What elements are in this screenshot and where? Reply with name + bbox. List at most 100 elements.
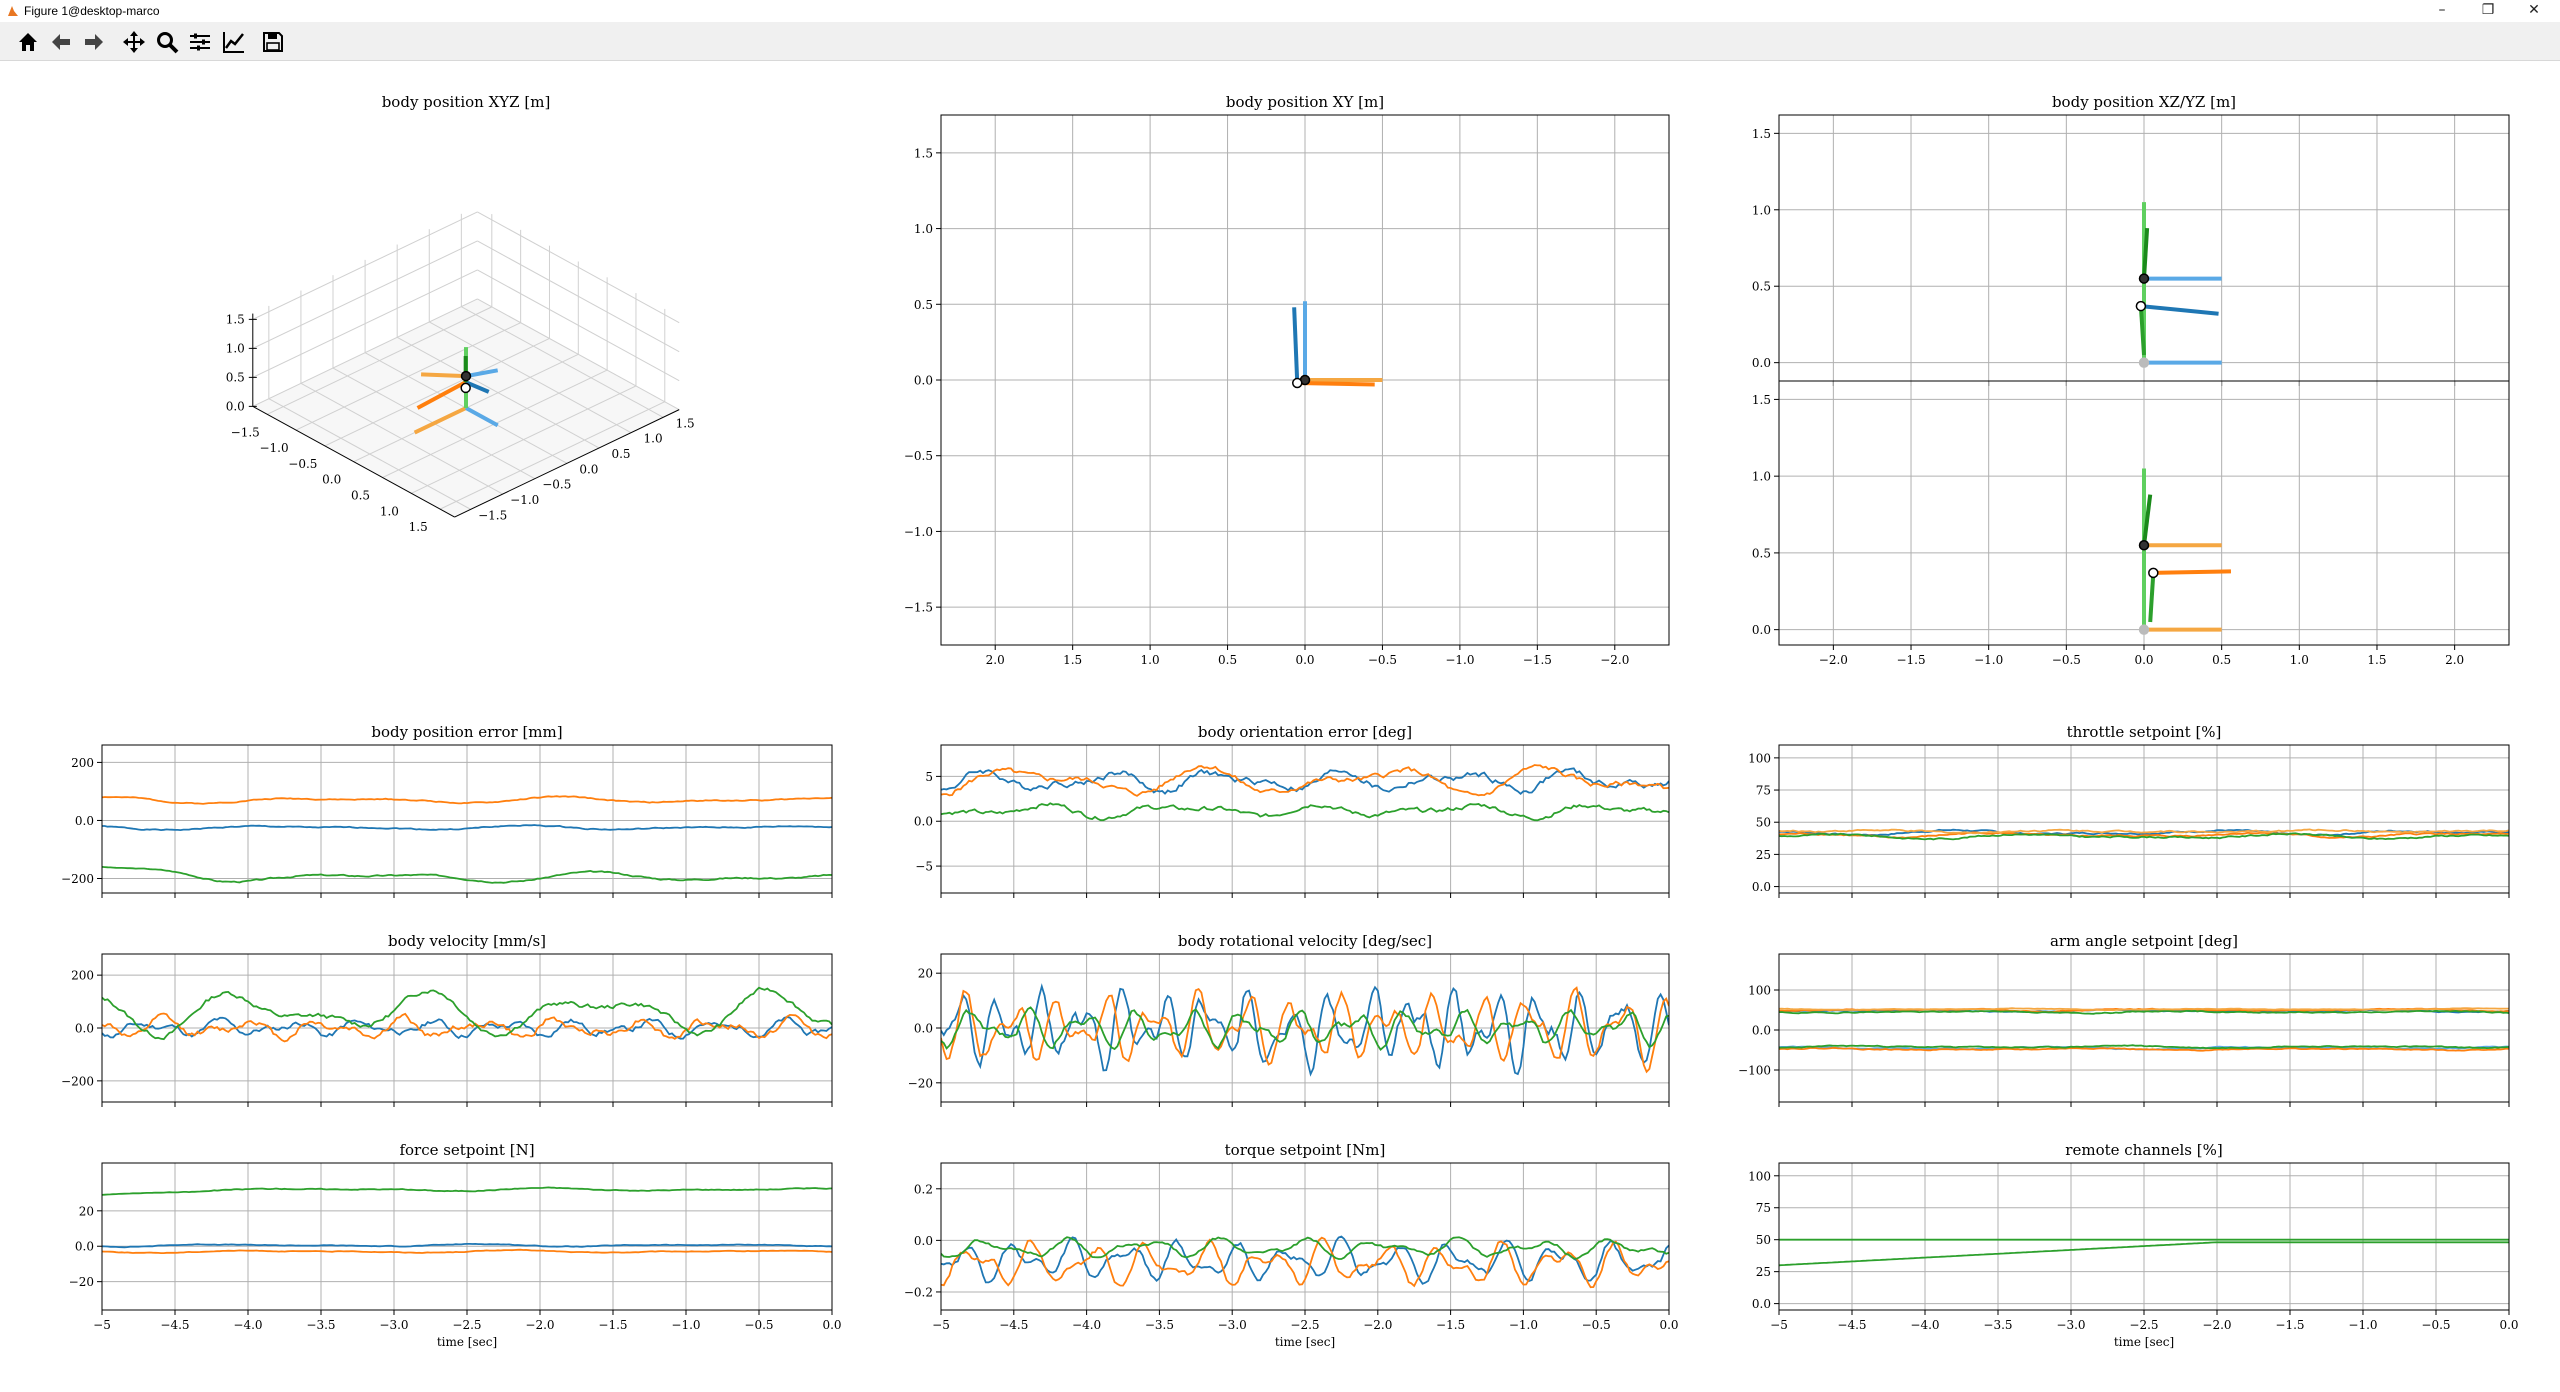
save-icon <box>263 32 283 52</box>
y-tick-label: 0.0 <box>579 462 598 476</box>
edit-axis-button[interactable] <box>220 28 248 56</box>
series-line-green <box>1779 1241 2509 1267</box>
x-tick-label: 0.0 <box>322 473 341 487</box>
x-tick-label: −2.0 <box>2202 1318 2231 1332</box>
grid-line <box>252 298 478 407</box>
series-line-blue <box>941 767 1669 796</box>
y-tick-label: −1.0 <box>904 525 933 539</box>
series-line-light_orange <box>1779 828 2509 835</box>
segment-light_blue <box>465 368 499 379</box>
x-axis-label: time [sec] <box>437 1335 497 1349</box>
series-line-blue <box>102 1242 832 1249</box>
y-tick-label: −1.5 <box>478 508 507 522</box>
segment-blue <box>1292 307 1300 384</box>
series-line-orange <box>941 764 1669 797</box>
y-tick-label: −100 <box>1738 1064 1771 1078</box>
plot-area <box>2135 202 2222 368</box>
x-tick-label: −2.0 <box>1600 653 1629 667</box>
series-line-orange <box>102 1012 832 1043</box>
marker <box>2138 273 2150 284</box>
axes-frame <box>940 1162 1670 1311</box>
chart-title: body position XYZ [m] <box>382 93 551 111</box>
y-tick-label: −1.0 <box>510 493 539 507</box>
y-tick-label: 1.0 <box>914 222 933 236</box>
home-icon <box>19 33 37 51</box>
x-tick-label: −1.5 <box>1436 1318 1465 1332</box>
segment-blue <box>464 380 490 394</box>
x-tick-label: −4.5 <box>1837 1318 1866 1332</box>
plot-area <box>102 1186 832 1254</box>
y-tick-label: 0.0 <box>75 1240 94 1254</box>
y-tick-label: 0.0 <box>1752 356 1771 370</box>
series-line-green <box>1779 832 2509 841</box>
forward-button[interactable] <box>80 28 108 56</box>
marker <box>460 382 471 394</box>
y-tick-label: 200 <box>71 969 94 983</box>
grid-line <box>252 240 478 349</box>
grid-line <box>300 382 503 495</box>
y-tick-label: 0.0 <box>914 374 933 388</box>
x-tick-label: −1.0 <box>1445 653 1474 667</box>
x-tick-label: −1.5 <box>1523 653 1552 667</box>
x-tick-label: 1.0 <box>380 504 399 518</box>
x-axis-label: time [sec] <box>1275 1335 1335 1349</box>
y-tick-label: 0.0 <box>1752 623 1771 637</box>
chart-title: force setpoint [N] <box>399 1141 534 1159</box>
x-tick-label: −1.0 <box>2348 1318 2377 1332</box>
series-line-orange <box>1779 1046 2509 1052</box>
save-button[interactable] <box>259 28 287 56</box>
y-tick-label: 50 <box>1756 816 1771 830</box>
x-tick-label: 2.0 <box>2445 653 2464 667</box>
series-line-green <box>102 1186 832 1196</box>
close-icon[interactable]: ✕ <box>2528 2 2540 18</box>
axes-frame <box>1778 1162 2510 1311</box>
axis-line <box>252 405 455 518</box>
restore-icon[interactable]: ❐ <box>2481 2 2495 18</box>
series-line-green <box>102 866 832 884</box>
y-tick-label: −0.5 <box>904 449 933 463</box>
x-tick-label: −1.5 <box>598 1318 627 1332</box>
pan-icon <box>123 31 145 53</box>
z-tick-label: 0.0 <box>226 399 245 413</box>
chart-force: −20 0.0 20 −5 −4.5 −4.0 −3.5 −3.0 −2.5 −2.0 −1.5 −1… <box>69 1141 842 1349</box>
y-tick-label: 25 <box>1756 848 1771 862</box>
x-tick-label: −4.5 <box>999 1318 1028 1332</box>
configure-subplots-button[interactable] <box>186 28 214 56</box>
plot-area <box>941 764 1669 822</box>
x-axis-label: time [sec] <box>2114 1335 2174 1349</box>
segment-dark_green <box>2142 228 2150 279</box>
y-tick-label: −1.5 <box>904 601 933 615</box>
marker <box>460 370 472 382</box>
x-tick-label: −0.5 <box>1368 653 1397 667</box>
grid-line <box>252 211 478 320</box>
back-button[interactable] <box>47 28 75 56</box>
marker <box>1292 377 1303 389</box>
home-button[interactable] <box>14 28 42 56</box>
y-tick-label: 0.5 <box>914 298 933 312</box>
marker <box>2135 300 2147 312</box>
chart-xyz: body position XYZ [m] 0.0 0.5 1.0 1.5 1.5 1.0 0… <box>226 93 695 534</box>
x-tick-label: −2.5 <box>1290 1318 1319 1332</box>
chart-title: throttle setpoint [%] <box>2067 723 2222 741</box>
plot-area <box>941 983 1669 1077</box>
x-tick-label: −4.0 <box>1910 1318 1939 1332</box>
y-tick-label: −5 <box>915 860 933 874</box>
x-tick-label: −2.5 <box>2129 1318 2158 1332</box>
axes-frame <box>101 953 833 1103</box>
x-tick-label: 1.5 <box>1063 653 1082 667</box>
series-line-green <box>102 986 832 1041</box>
x-tick-label: 0.5 <box>2212 653 2231 667</box>
x-tick-label: −0.5 <box>2421 1318 2450 1332</box>
axes-frame <box>1778 953 2510 1103</box>
y-tick-label: −200 <box>61 872 94 886</box>
x-tick-label: −1.0 <box>259 441 288 455</box>
grid-line <box>439 401 666 510</box>
x-tick-label: 2.0 <box>986 653 1005 667</box>
zoom-button[interactable] <box>153 28 181 56</box>
series-line-green <box>941 1006 1669 1051</box>
x-tick-label: 0.5 <box>1218 653 1237 667</box>
figure-canvas[interactable]: body position XYZ [m]0.00.51.01.51.51.00… <box>0 61 2560 1392</box>
minimize-icon[interactable]: – <box>2438 2 2446 18</box>
y-tick-label: 50 <box>1756 1233 1771 1247</box>
pan-button[interactable] <box>120 28 148 56</box>
